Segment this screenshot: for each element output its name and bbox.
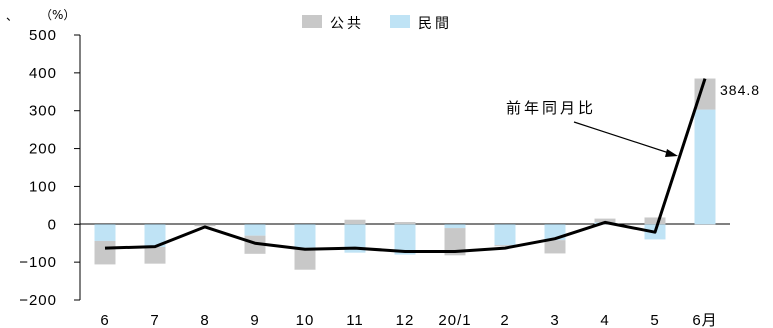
legend-label-public: 公共 [330, 16, 364, 32]
y-tick-label: −100 [19, 254, 57, 271]
x-tick-label: 4 [600, 312, 609, 328]
legend-swatch-private [390, 15, 410, 28]
y-axis-ticks: 500 400 300 200 100 0 −100 −200 [19, 27, 80, 309]
annotation-arrowhead [665, 149, 678, 157]
bar-public [194, 224, 216, 227]
bar-private [294, 224, 316, 248]
bar-private [494, 224, 516, 246]
bar-public [694, 78, 716, 110]
bar-private [244, 224, 266, 236]
x-tick-label: 2 [500, 312, 509, 328]
bar-private [694, 109, 716, 225]
bar-public [644, 217, 666, 225]
x-tick-label: 8 [200, 312, 209, 328]
y-tick-label: 200 [29, 141, 57, 158]
bar-private [94, 224, 116, 241]
bar-private [344, 224, 366, 253]
bar-public [494, 245, 516, 247]
y-tick-label: −200 [19, 292, 57, 309]
y-tick-label: 500 [29, 27, 57, 44]
legend-label-private: 民間 [418, 16, 452, 32]
x-tick-label: 11 [346, 312, 364, 328]
x-tick-label: 20/1 [438, 312, 471, 328]
bar-private [144, 224, 166, 247]
x-tick-label: 7 [150, 312, 159, 328]
unit-label: （%） [40, 8, 75, 22]
annotation-arrow [573, 121, 673, 155]
bar-public [394, 222, 416, 225]
bar-public [294, 247, 316, 270]
bar-public [594, 218, 616, 223]
corner-mark: 、 [6, 9, 18, 23]
x-tick-label: 10 [296, 312, 315, 328]
bar-private [444, 224, 466, 229]
x-tick-label: 6月 [692, 312, 717, 328]
bar-public [344, 219, 366, 225]
y-tick-label: 0 [48, 216, 57, 233]
bar-public [144, 247, 166, 264]
x-tick-label: 6 [100, 312, 109, 328]
y-tick-label: 100 [29, 178, 57, 195]
x-tick-label: 3 [550, 312, 559, 328]
bar-public [544, 240, 566, 254]
y-tick-label: 300 [29, 103, 57, 120]
bar-private [394, 224, 416, 255]
x-tick-label: 5 [650, 312, 659, 328]
annotation-label: 前年同月比 [506, 99, 596, 117]
x-axis-labels: 6 7 8 9 10 11 12 20/1 2 3 4 5 6月 [100, 312, 717, 328]
x-tick-label: 12 [396, 312, 415, 328]
bar-public [94, 240, 116, 265]
legend-swatch-public [302, 15, 322, 28]
yoy-line [104, 78, 707, 253]
x-tick-label: 9 [250, 312, 259, 328]
data-label-last: 384.8 [720, 82, 760, 98]
bar-public [444, 228, 466, 256]
y-tick-label: 400 [29, 65, 57, 82]
bars [94, 78, 716, 270]
legend: 公共 民間 [302, 15, 452, 32]
